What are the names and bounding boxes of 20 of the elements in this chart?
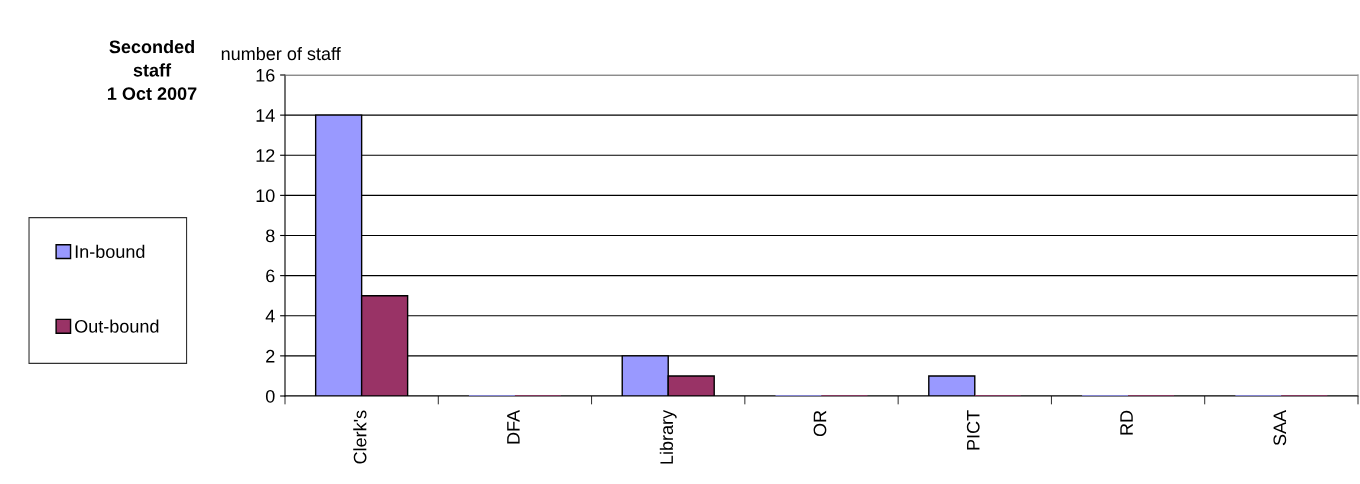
y-tick-label: 16 — [256, 68, 275, 82]
y-tick-label: 10 — [256, 189, 275, 203]
x-tick-label: Library — [659, 409, 677, 464]
x-tick-label: SAA — [1273, 409, 1287, 446]
y-tick-label: 0 — [265, 389, 275, 403]
y-tick-label: 8 — [266, 229, 275, 243]
y-tick-label: 2 — [266, 349, 275, 363]
y-axis-title: number of staff — [221, 46, 341, 61]
chart-title: Seconded staff 1 Oct 2007 — [107, 40, 197, 101]
x-tick-label: RD — [1120, 410, 1133, 435]
legend-label: Out-bound — [75, 319, 159, 333]
y-tick-label: 6 — [266, 269, 275, 283]
y-tick-label: 14 — [256, 109, 275, 122]
x-tick-label: Clerk's — [353, 410, 367, 464]
y-tick-label: 4 — [265, 309, 275, 323]
x-tick-label: PICT — [966, 410, 980, 450]
legend-label: In-bound — [75, 244, 145, 259]
y-tick-label: 12 — [256, 149, 275, 162]
x-tick-label: DFA — [507, 409, 520, 444]
x-tick-label: OR — [813, 410, 827, 437]
